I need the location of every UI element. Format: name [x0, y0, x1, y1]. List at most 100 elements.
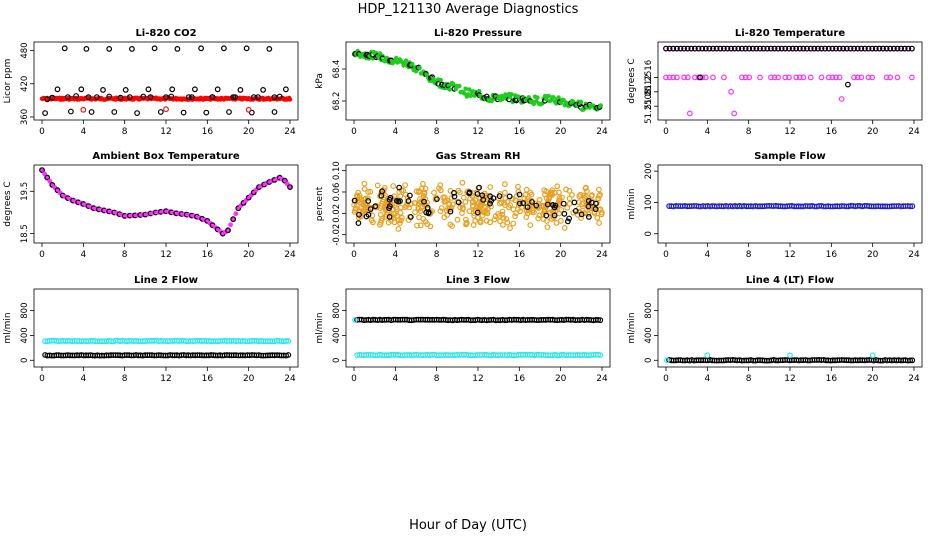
data-point: [44, 174, 51, 181]
data-point: [492, 213, 499, 220]
data-point: [449, 201, 456, 208]
x-tick-label: 12: [784, 374, 795, 384]
data-point: [775, 45, 781, 52]
data-point: [854, 74, 861, 81]
data-point: [185, 94, 192, 100]
data-point: [460, 194, 467, 201]
data-point: [825, 74, 832, 81]
outlier-point: [704, 352, 711, 359]
data-point: [361, 186, 368, 192]
data-point: [742, 74, 749, 81]
y-tick-label: 400: [332, 327, 342, 343]
data-point: [209, 94, 216, 100]
data-point: [746, 45, 753, 52]
data-point: [106, 46, 113, 52]
data-point: [425, 209, 432, 216]
data-point: [793, 74, 800, 81]
data-point: [499, 211, 506, 218]
data-point: [64, 94, 71, 100]
data-point: [157, 109, 164, 115]
x-tick-label: 24: [908, 374, 920, 384]
data-point: [684, 45, 691, 52]
chart-title: Line 2 Flow: [134, 275, 198, 286]
data-point: [67, 108, 74, 115]
x-tick-label: 8: [434, 374, 440, 384]
data-point: [706, 45, 713, 52]
data-point: [746, 74, 753, 81]
data-point: [500, 221, 506, 228]
y-tick-label: 200: [644, 163, 654, 179]
data-point: [271, 94, 278, 100]
data-point: [804, 45, 810, 52]
data-point: [905, 45, 912, 52]
outlier-point: [787, 352, 793, 359]
data-point: [796, 74, 803, 81]
data-point: [497, 218, 503, 225]
outlier-point: [731, 110, 738, 117]
y-tick-label: 800: [332, 303, 342, 319]
plot-frame: [345, 41, 611, 121]
data-point: [500, 214, 507, 221]
data-point: [782, 45, 789, 52]
data-point: [73, 93, 79, 99]
data-point: [858, 45, 865, 52]
data-point: [556, 210, 563, 217]
data-point: [506, 193, 513, 200]
x-tick-label: 8: [122, 250, 128, 260]
data-point: [418, 199, 425, 206]
y-axis-label: percent: [315, 186, 325, 221]
data-point: [735, 45, 742, 52]
data-point: [271, 109, 278, 115]
data-point: [111, 109, 118, 115]
x-tick-label: 16: [202, 250, 214, 260]
data-point: [468, 93, 473, 99]
y-tick-label: 800: [644, 303, 654, 319]
data-point: [364, 195, 371, 202]
data-point: [670, 74, 677, 81]
data-point: [387, 194, 394, 201]
data-point: [523, 186, 530, 193]
data-point: [509, 92, 514, 97]
y-tick-label: 51.2512: [644, 74, 654, 109]
data-point: [180, 109, 187, 116]
data-point: [552, 202, 559, 209]
y-tick-label: 0: [644, 358, 654, 363]
data-point: [796, 45, 803, 52]
data-point: [800, 45, 807, 52]
x-tick-label: 20: [555, 250, 567, 260]
outlier-point: [838, 96, 845, 102]
data-point: [418, 185, 425, 192]
x-tick-label: 0: [663, 374, 669, 384]
x-tick-label: 12: [472, 250, 483, 260]
data-point: [117, 94, 124, 101]
data-point: [768, 45, 774, 52]
data-point: [283, 338, 290, 344]
x-tick-label: 16: [514, 374, 526, 384]
data-point: [753, 45, 760, 52]
data-point: [560, 200, 567, 207]
data-point: [710, 74, 716, 81]
y-tick-label: 360: [20, 109, 30, 125]
x-tick-label: 8: [434, 127, 440, 137]
x-tick-label: 20: [243, 250, 255, 260]
outlier-point: [352, 317, 358, 323]
data-point: [840, 45, 847, 52]
data-point: [438, 77, 443, 83]
data-point: [410, 61, 415, 67]
data-point: [351, 197, 358, 204]
x-tick-label: 12: [472, 374, 483, 384]
y-axis-label: ml/min: [315, 312, 325, 343]
x-tick-label: 0: [39, 374, 45, 384]
data-point: [551, 95, 556, 100]
y-axis-label: kPa: [315, 73, 325, 89]
data-point: [577, 191, 584, 198]
data-point: [721, 74, 727, 81]
x-tick-label: 4: [80, 374, 86, 384]
data-point: [544, 224, 551, 231]
data-point: [596, 220, 602, 226]
data-point: [407, 192, 413, 199]
data-point: [220, 45, 227, 52]
data-point: [421, 198, 427, 205]
x-tick-label: 0: [39, 250, 45, 260]
data-point: [396, 184, 403, 191]
